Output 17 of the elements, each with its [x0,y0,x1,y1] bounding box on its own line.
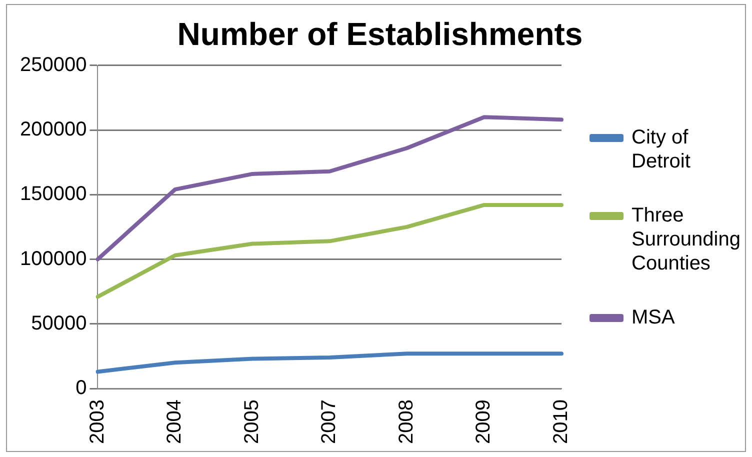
y-tick-label: 200000 [20,118,87,141]
y-tick-label: 150000 [20,183,87,206]
x-tick-label: 2005 [240,400,263,444]
x-tick-label: 2008 [395,400,418,444]
x-tick-label: 2007 [318,400,340,444]
legend-label: City of Detroit [632,126,691,173]
chart-title: Number of Establishments [177,16,583,52]
legend-label: Three Surrounding Counties [632,204,740,275]
x-tick-label: 2003 [86,400,108,444]
y-tick-label: 250000 [20,54,87,76]
y-tick-label: 50000 [31,312,87,334]
x-tick-label: 2009 [472,400,495,444]
y-tick-label: 100000 [20,248,87,270]
x-tick-label: 2004 [164,400,186,444]
x-tick-label: 2010 [550,400,572,444]
legend-label: MSA [632,306,676,329]
y-tick-label: 0 [76,377,87,400]
